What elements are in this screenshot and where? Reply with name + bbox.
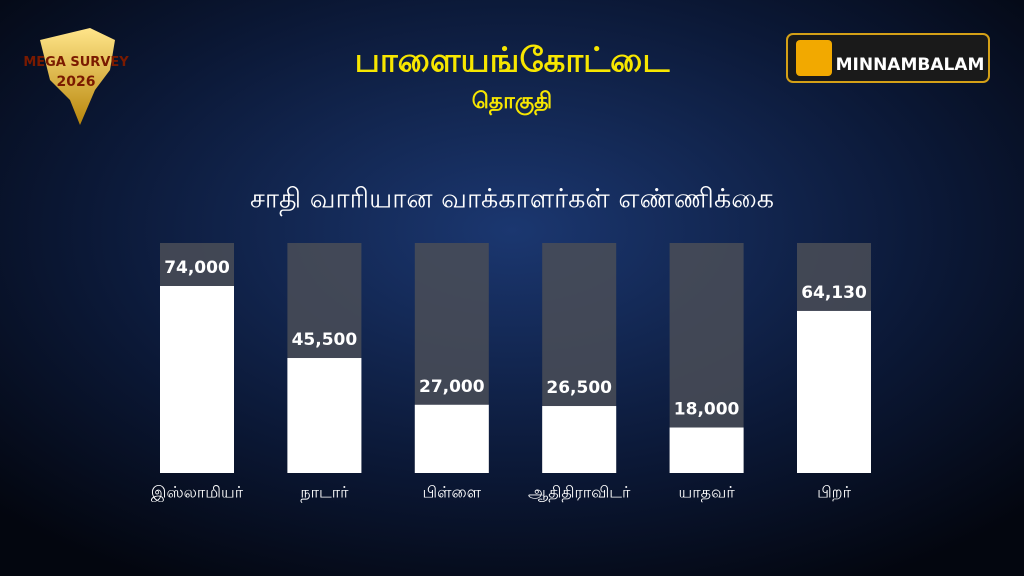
survey-logo-shape xyxy=(40,28,115,125)
bar xyxy=(287,358,362,473)
category-label: ஆதிதிராவிடர் xyxy=(528,483,631,502)
bar xyxy=(669,427,744,473)
survey-logo-text: MEGA SURVEY xyxy=(23,55,129,70)
survey-logo-year: 2026 xyxy=(57,74,96,90)
category-label: யாதவர் xyxy=(679,483,736,502)
value-label: 45,500 xyxy=(292,330,358,350)
bar xyxy=(414,404,489,473)
value-label: 18,000 xyxy=(674,400,740,420)
brand-logo-text: MINNAMBALAM xyxy=(836,55,985,75)
value-label: 64,130 xyxy=(801,283,867,303)
chart-heading: சாதி வாரியான வாக்காளர்கள் எண்ணிக்கை xyxy=(250,184,774,217)
value-label: 26,500 xyxy=(546,378,612,398)
category-label: பிறர் xyxy=(817,483,851,502)
category-label: நாடார் xyxy=(300,483,349,502)
chart-title: பாளையங்கோட்டை xyxy=(355,41,671,81)
category-label: பிள்ளை xyxy=(422,483,481,502)
category-label: இஸ்லாமியர் xyxy=(151,483,244,503)
bar xyxy=(542,406,617,473)
value-label: 27,000 xyxy=(419,377,485,397)
bar xyxy=(160,286,234,473)
brand-logo-box xyxy=(786,33,990,83)
bar xyxy=(797,310,871,473)
chart-subtitle: தொகுதி xyxy=(472,89,552,116)
value-label: 74,000 xyxy=(164,258,230,278)
brand-logo-icon xyxy=(796,40,832,76)
